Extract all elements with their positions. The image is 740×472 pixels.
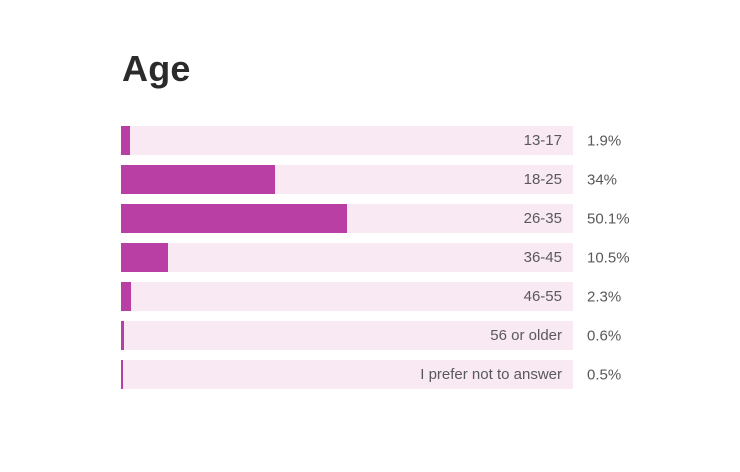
bar-track: 18-25 [121,165,573,194]
bar-fill [121,204,348,233]
bar-row: 56 or older 0.6% [121,321,621,350]
bar-track: 46-55 [121,282,573,311]
bar-fill [121,165,275,194]
bar-fill [121,243,169,272]
bar-track: I prefer not to answer [121,360,573,389]
bar-fill [121,282,132,311]
category-label: 56 or older [490,327,562,344]
value-label: 0.6% [587,327,622,344]
value-label: 2.3% [587,288,622,305]
bar-row: 46-55 2.3% [121,282,621,311]
category-label: 18-25 [523,171,562,188]
bar-row: 18-25 34% [121,165,617,194]
bar-chart: 13-17 1.9% 18-25 34% 26-35 50.1% 36-45 10.5% 46-… [121,126,630,389]
value-label: 0.5% [587,366,622,383]
value-label: 1.9% [587,132,622,149]
value-label: 34% [587,171,618,188]
bar-row: 13-17 1.9% [121,126,621,155]
bar-track: 36-45 [121,243,573,272]
category-label: 36-45 [523,249,562,266]
category-label: 13-17 [523,132,562,149]
category-label: I prefer not to answer [420,366,562,383]
value-label: 50.1% [587,210,630,227]
bar-fill [121,126,130,155]
value-label: 10.5% [587,249,630,266]
bar-row: 36-45 10.5% [121,243,630,272]
bar-track: 26-35 [121,204,573,233]
bar-row: I prefer not to answer 0.5% [121,360,621,389]
category-label: 46-55 [523,288,562,305]
chart-title: Age [122,48,191,89]
bar-track: 56 or older [121,321,573,350]
bar-fill [121,321,124,350]
category-label: 26-35 [523,210,562,227]
bar-track: 13-17 [121,126,573,155]
bar-fill [121,360,124,389]
bar-row: 26-35 50.1% [121,204,630,233]
